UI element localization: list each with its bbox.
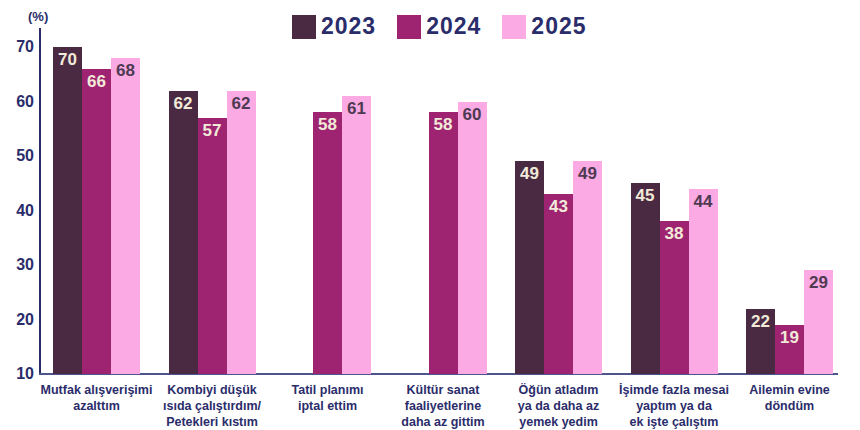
y-tick-label: 10 bbox=[4, 365, 34, 383]
y-tick-label: 40 bbox=[4, 202, 34, 220]
bar: 49 bbox=[573, 161, 602, 374]
bar-value-label: 44 bbox=[689, 192, 718, 212]
legend-swatch-2023 bbox=[292, 15, 316, 39]
bar: 70 bbox=[53, 47, 82, 374]
legend-swatch-2025 bbox=[502, 15, 526, 39]
y-tick-label: 60 bbox=[4, 93, 34, 111]
category-label: Öğün atladım ya da daha az yemek yedim bbox=[493, 382, 625, 430]
bar: 19 bbox=[775, 325, 804, 374]
bar: 44 bbox=[689, 189, 718, 374]
bar-value-label: 62 bbox=[227, 94, 256, 114]
bar: 57 bbox=[198, 118, 227, 374]
bar-value-label: 49 bbox=[515, 164, 544, 184]
bar: 49 bbox=[515, 161, 544, 374]
bar: 62 bbox=[227, 91, 256, 374]
bar-value-label: 57 bbox=[198, 121, 227, 141]
bar: 61 bbox=[342, 96, 371, 374]
y-axis-unit-label: (%) bbox=[28, 9, 48, 24]
bar-value-label: 22 bbox=[746, 312, 775, 332]
bar: 38 bbox=[660, 221, 689, 374]
bar: 22 bbox=[746, 309, 775, 374]
bar: 58 bbox=[429, 112, 458, 374]
category-label: Tatil planımı iptal ettim bbox=[262, 382, 394, 414]
bar-value-label: 19 bbox=[775, 328, 804, 348]
bar: 60 bbox=[458, 102, 487, 375]
legend-item-2023: 2023 bbox=[292, 13, 376, 40]
legend-label: 2024 bbox=[426, 13, 481, 40]
legend-item-2025: 2025 bbox=[502, 13, 586, 40]
category-label: Ailemin evine döndüm bbox=[724, 382, 856, 414]
bar-value-label: 66 bbox=[82, 72, 111, 92]
bar: 66 bbox=[82, 69, 111, 374]
legend: 2023 2024 2025 bbox=[292, 13, 587, 40]
bar-value-label: 58 bbox=[313, 115, 342, 135]
bar-value-label: 70 bbox=[53, 50, 82, 70]
bar-value-label: 29 bbox=[804, 273, 833, 293]
legend-swatch-2024 bbox=[397, 15, 421, 39]
bar: 43 bbox=[544, 194, 573, 374]
category-label: Mutfak alışverişimi azalttım bbox=[31, 382, 163, 414]
bar: 62 bbox=[169, 91, 198, 374]
bar: 29 bbox=[804, 270, 833, 374]
bar: 45 bbox=[631, 183, 660, 374]
bar-value-label: 45 bbox=[631, 186, 660, 206]
bar-value-label: 58 bbox=[429, 115, 458, 135]
bar: 68 bbox=[111, 58, 140, 374]
legend-item-2024: 2024 bbox=[397, 13, 481, 40]
bar: 58 bbox=[313, 112, 342, 374]
bar-chart: 202320242025 (%) 706668Mutfak alışverişi… bbox=[0, 0, 860, 430]
y-tick-label: 30 bbox=[4, 256, 34, 274]
y-axis-line bbox=[39, 28, 41, 375]
y-tick-label: 70 bbox=[4, 38, 34, 56]
y-tick-label: 20 bbox=[4, 311, 34, 329]
bar-value-label: 61 bbox=[342, 99, 371, 119]
category-label: Kültür sanat faaliyetlerine daha az gitt… bbox=[377, 382, 509, 430]
legend-label: 2023 bbox=[321, 13, 376, 40]
bar-value-label: 62 bbox=[169, 94, 198, 114]
category-label: Kombiyi düşük ısıda çalıştırdım/ Petekle… bbox=[146, 382, 278, 430]
legend-label: 2025 bbox=[531, 13, 586, 40]
bar-value-label: 43 bbox=[544, 197, 573, 217]
bar-value-label: 49 bbox=[573, 164, 602, 184]
bar-value-label: 60 bbox=[458, 105, 487, 125]
bar-value-label: 68 bbox=[111, 61, 140, 81]
y-tick-label: 50 bbox=[4, 147, 34, 165]
bar-value-label: 38 bbox=[660, 224, 689, 244]
category-label: İşimde fazla mesai yaptım ya da ek işte … bbox=[608, 382, 740, 430]
